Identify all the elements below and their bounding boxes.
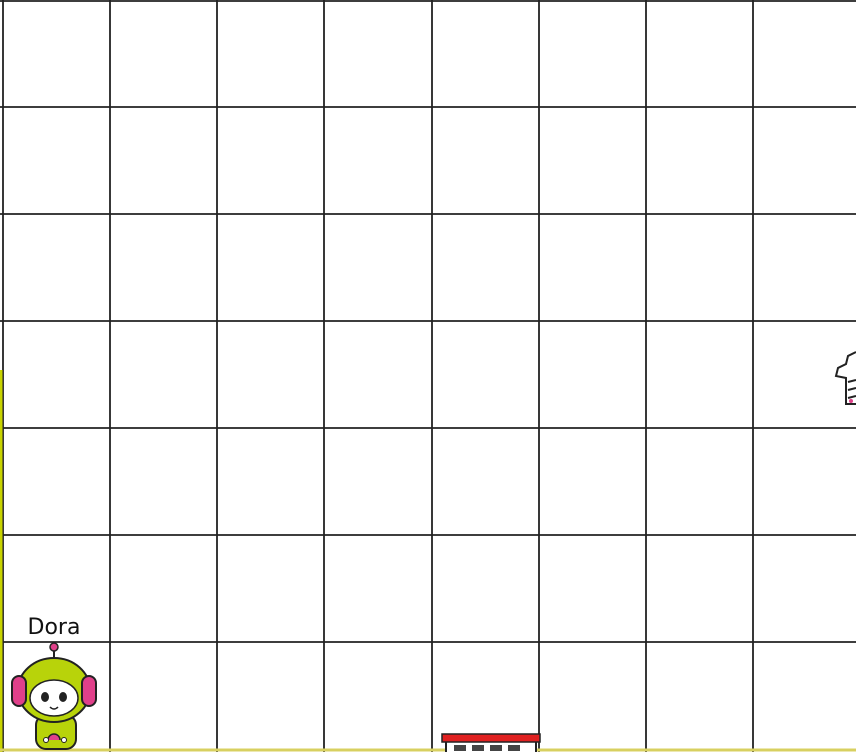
- button: [44, 738, 49, 743]
- eye: [41, 692, 49, 702]
- character-name: Dora: [28, 615, 81, 640]
- grid-board: Dora: [0, 0, 856, 752]
- zebra-detail: [849, 399, 853, 403]
- eye: [59, 692, 67, 702]
- background: [0, 0, 856, 752]
- window: [454, 745, 466, 751]
- house: [442, 734, 540, 752]
- face: [30, 680, 78, 716]
- earphone: [12, 676, 26, 706]
- body-detail: [48, 734, 60, 740]
- antenna-tip: [50, 643, 58, 651]
- page: Dora (() => { const data = JSON.parse(do…: [0, 0, 856, 752]
- earphone: [82, 676, 96, 706]
- window: [490, 745, 502, 751]
- button: [62, 738, 67, 743]
- window: [472, 745, 484, 751]
- house-roof: [442, 734, 540, 742]
- window: [508, 745, 520, 751]
